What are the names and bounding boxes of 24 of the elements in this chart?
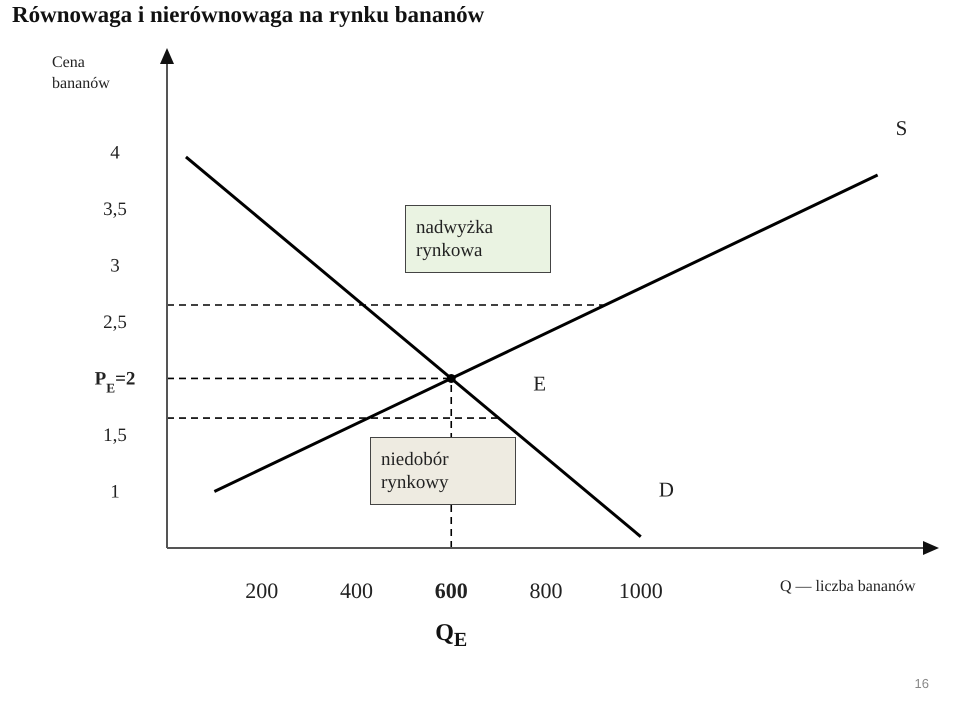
- text: E: [533, 371, 546, 396]
- chart-title: Równowaga i nierównowaga na rynku bananów: [12, 2, 484, 28]
- x-tick-label: 400: [340, 578, 373, 603]
- y-tick-label: 2,5: [103, 312, 127, 333]
- series-label: S: [896, 116, 908, 140]
- text-box: nadwyżka rynkowa: [405, 205, 551, 273]
- x-tick-label: 1000: [618, 578, 663, 603]
- x-tick-label: 800: [530, 578, 562, 603]
- y-tick-label: 4: [110, 142, 120, 164]
- y-tick-label: 3,5: [103, 198, 127, 220]
- y-tick-label: 1,5: [103, 424, 127, 446]
- y-tick-label: 1: [110, 481, 120, 502]
- y-tick-label: 3: [110, 255, 120, 276]
- text-box: niedobór rynkowy: [370, 437, 516, 505]
- text: Q$_{E}$: [434, 620, 468, 652]
- y-axis-title: Cena bananów: [52, 53, 111, 94]
- annotation: niedobór rynkowy: [381, 449, 449, 493]
- x-tick-label: 600: [434, 578, 468, 603]
- y-tick-label: P$_{E}$=2: [94, 368, 136, 395]
- text: 16: [914, 676, 929, 691]
- x-axis-title: Q — liczba bananów: [780, 578, 916, 596]
- series-label: D: [658, 478, 674, 502]
- x-tick-label: 200: [245, 578, 278, 603]
- annotation: nadwyżka rynkowa: [416, 217, 494, 261]
